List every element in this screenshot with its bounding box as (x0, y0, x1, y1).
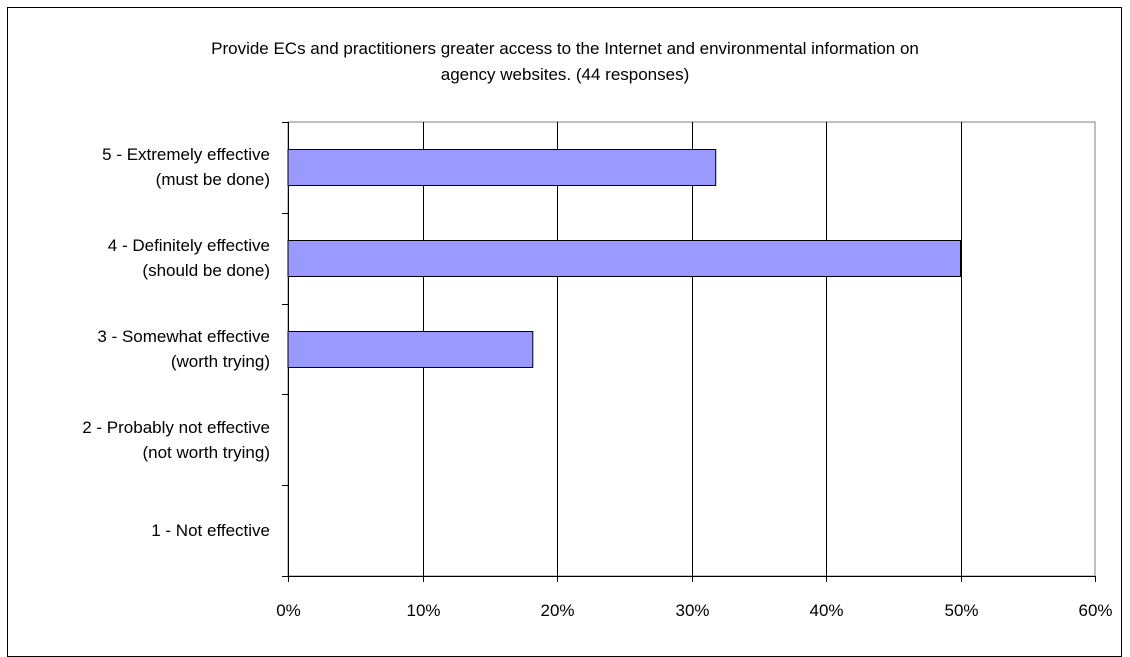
category-label-3-line-1: (not worth trying) (142, 442, 270, 462)
category-label-1: 4 - Definitely effective (should be done) (8, 233, 270, 283)
category-label-1-line-0: 4 - Definitely effective (107, 236, 270, 256)
category-label-0-line-1: (must be done) (155, 170, 270, 190)
x-tick-label-0: 0% (276, 601, 301, 620)
category-label-0: 5 - Extremely effective (must be done) (8, 142, 270, 192)
chart-title-line-1: Provide ECs and practitioners greater ac… (211, 39, 919, 58)
x-tick-label-1: 10% (406, 601, 440, 620)
category-label-3: 2 - Probably not effective (not worth try… (8, 415, 270, 465)
category-label-1-line-1: (should be done) (142, 261, 270, 281)
category-label-2-line-1: (worth trying) (170, 352, 270, 371)
chart-frame (7, 7, 1122, 657)
x-tick-label-5: 50% (944, 601, 978, 620)
x-tick-label-2: 20% (540, 601, 574, 620)
category-label-2: 3 - Somewhat effective (worth trying) (8, 324, 270, 374)
chart-title-line-2: agency websites. (44 responses) (440, 65, 690, 84)
x-tick-label-3: 30% (675, 601, 709, 620)
bar-1 (287, 240, 961, 277)
x-tick-label-6: 60% (1078, 601, 1112, 620)
bar-2 (287, 331, 534, 368)
bar-0 (287, 149, 717, 186)
category-label-4: 1 - Not effective (8, 518, 270, 543)
category-label-2-line-0: 3 - Somewhat effective (97, 327, 270, 346)
x-tick-label-4: 40% (809, 601, 843, 620)
category-label-4-line-0: 1 - Not effective (151, 521, 270, 541)
category-label-0-line-0: 5 - Extremely effective (102, 145, 270, 165)
category-label-3-line-0: 2 - Probably not effective (82, 417, 270, 437)
chart-title: Provide ECs and practitioners greater ac… (40, 36, 1090, 88)
